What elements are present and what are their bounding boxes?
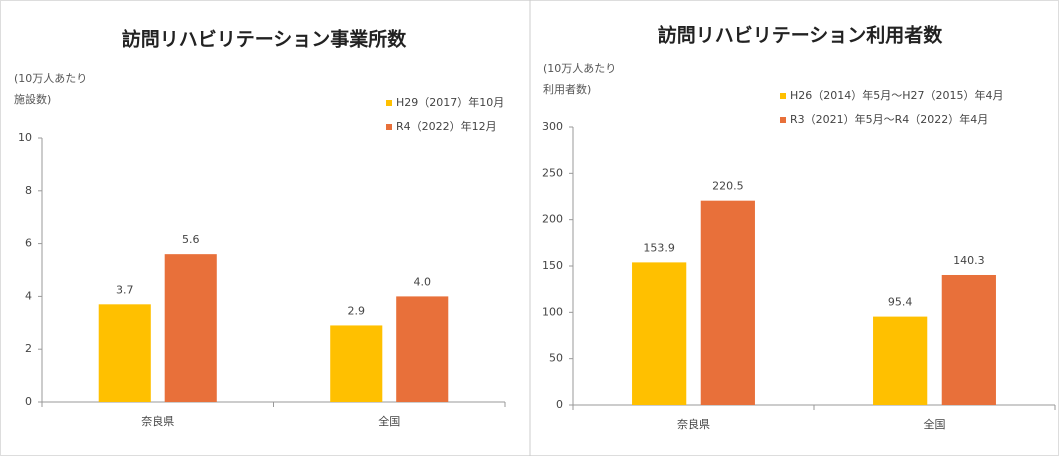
y-tick-label: 0 bbox=[556, 398, 563, 411]
x-tick-label: 全国 bbox=[924, 417, 946, 431]
value-label: 2.9 bbox=[348, 304, 366, 317]
chart-title: 訪問リハビリテーション事業所数 bbox=[122, 28, 408, 51]
bar bbox=[98, 304, 151, 402]
legend-label: R3（2021）年5月～R4（2022）年4月 bbox=[790, 112, 988, 126]
y-tick-label: 4 bbox=[25, 289, 32, 302]
legend-label: H26（2014）年5月～H27（2015）年4月 bbox=[790, 88, 1004, 102]
y-tick-label: 6 bbox=[25, 237, 32, 250]
y-tick-label: 100 bbox=[542, 305, 563, 318]
x-tick-label: 奈良県 bbox=[141, 414, 174, 428]
bar bbox=[941, 274, 996, 405]
bar bbox=[330, 325, 383, 402]
bar bbox=[700, 200, 755, 405]
value-label: 220.5 bbox=[712, 180, 744, 193]
value-label: 95.4 bbox=[888, 296, 913, 309]
y-tick-label: 10 bbox=[18, 131, 32, 144]
y-axis-label: (10万人あたり施設数) bbox=[14, 72, 88, 106]
x-tick-label: 奈良県 bbox=[677, 417, 710, 431]
y-tick-label: 8 bbox=[25, 184, 32, 197]
y-tick-label: 2 bbox=[25, 342, 32, 355]
y-tick-label: 150 bbox=[542, 259, 563, 272]
legend-swatch bbox=[386, 100, 392, 106]
y-tick-label: 200 bbox=[542, 213, 563, 226]
bar bbox=[632, 262, 687, 405]
legend-label: R4（2022）年12月 bbox=[396, 119, 497, 133]
y-tick-label: 0 bbox=[25, 395, 32, 408]
legend-label: H29（2017）年10月 bbox=[396, 95, 504, 109]
chart-title: 訪問リハビリテーション利用者数 bbox=[658, 24, 944, 47]
value-label: 140.3 bbox=[953, 254, 985, 267]
value-label: 3.7 bbox=[116, 283, 134, 296]
legend-swatch bbox=[780, 117, 786, 123]
y-axis-label: (10万人あたり利用者数) bbox=[543, 62, 617, 96]
y-tick-label: 250 bbox=[542, 166, 563, 179]
y-tick-label: 50 bbox=[549, 352, 563, 365]
value-label: 5.6 bbox=[182, 233, 200, 246]
value-label: 4.0 bbox=[413, 275, 431, 288]
legend-swatch bbox=[386, 124, 392, 130]
legend-swatch bbox=[780, 93, 786, 99]
bar bbox=[873, 316, 928, 405]
bar bbox=[164, 254, 217, 402]
bar bbox=[396, 296, 449, 402]
y-tick-label: 300 bbox=[542, 120, 563, 133]
value-label: 153.9 bbox=[643, 241, 675, 254]
x-tick-label: 全国 bbox=[378, 414, 400, 428]
